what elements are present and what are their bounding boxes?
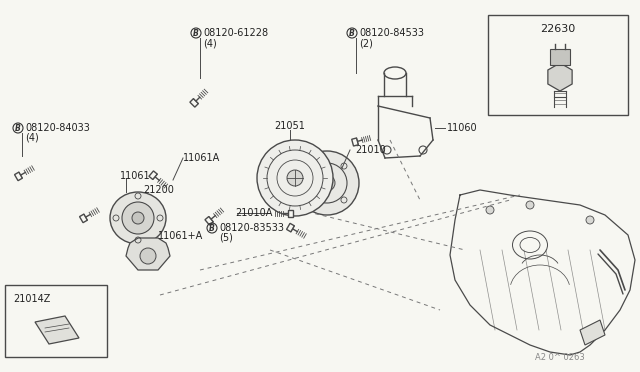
Polygon shape [149,171,157,179]
Text: 08120-84033: 08120-84033 [25,123,90,133]
Polygon shape [79,214,88,223]
Polygon shape [190,99,198,107]
Text: 11060: 11060 [447,123,477,133]
Text: 08120-84533: 08120-84533 [359,28,424,38]
Circle shape [295,151,359,215]
Text: 21200: 21200 [143,185,174,195]
Text: B: B [15,124,21,133]
Bar [488,15,628,115]
Circle shape [257,140,333,216]
Polygon shape [287,223,294,232]
Text: 21010: 21010 [355,145,386,155]
Text: 11061+A: 11061+A [158,231,204,241]
Circle shape [132,212,144,224]
Text: 21010A: 21010A [235,208,273,218]
Polygon shape [288,209,293,217]
Bar [5,285,107,357]
Text: B: B [209,224,215,233]
Text: 08120-83533: 08120-83533 [219,223,284,233]
Text: 22630: 22630 [540,24,575,34]
Polygon shape [580,320,605,345]
Text: (5): (5) [219,233,233,243]
Polygon shape [35,316,79,344]
Text: B: B [193,29,199,38]
Polygon shape [15,172,22,181]
Circle shape [526,201,534,209]
Polygon shape [352,138,358,146]
Text: (4): (4) [203,38,217,48]
Polygon shape [548,63,572,91]
Text: (4): (4) [25,133,39,143]
Text: (2): (2) [359,38,373,48]
Polygon shape [126,238,170,270]
Circle shape [140,248,156,264]
Circle shape [122,202,154,234]
Circle shape [486,206,494,214]
Circle shape [586,216,594,224]
Text: 21014Z: 21014Z [13,294,51,304]
Circle shape [287,170,303,186]
Text: 11061: 11061 [120,171,150,181]
Ellipse shape [110,192,166,244]
Bar [550,49,570,65]
Text: A2 0^ 0263: A2 0^ 0263 [535,353,585,362]
Circle shape [319,175,335,191]
Polygon shape [205,217,213,225]
Text: 11061A: 11061A [183,153,220,163]
Text: B: B [349,29,355,38]
Text: 21051: 21051 [275,121,305,131]
Text: 08120-61228: 08120-61228 [203,28,268,38]
